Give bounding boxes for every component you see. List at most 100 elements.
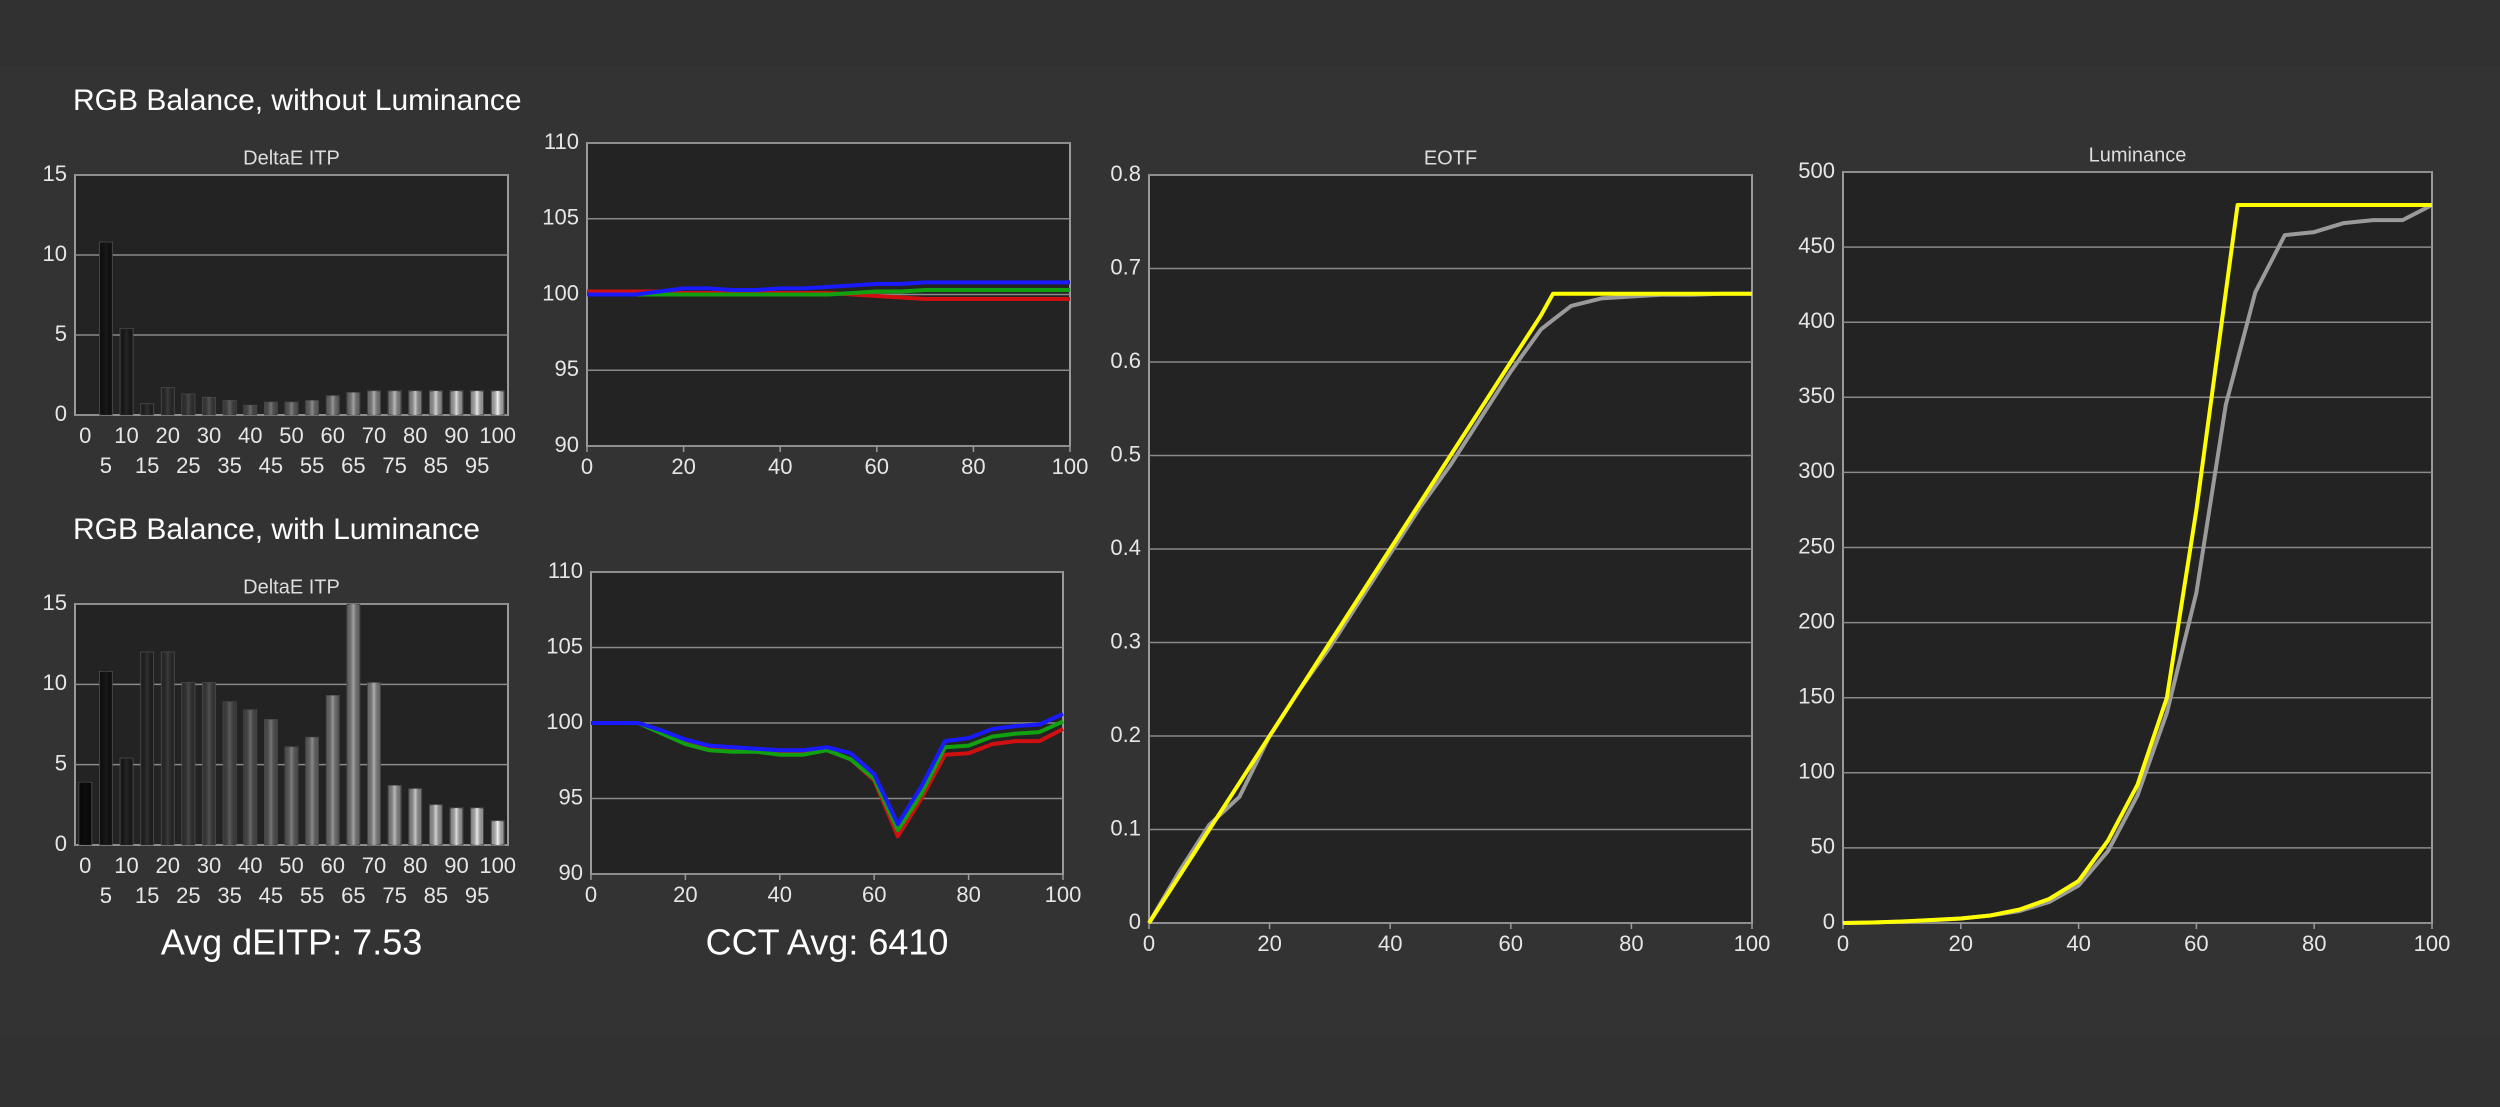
- bar-shade: [450, 391, 463, 415]
- x-tick-label: 0: [581, 454, 593, 479]
- series-line: [587, 288, 1070, 297]
- section-heading: RGB Balance, with Luminance: [73, 513, 480, 546]
- y-tick-label: 15: [43, 161, 67, 186]
- chart-title: DeltaE ITP: [243, 147, 340, 169]
- x-tick-label: 100: [479, 423, 516, 448]
- x-tick-label: 95: [465, 883, 489, 908]
- y-tick-label: 0.1: [1110, 815, 1141, 840]
- bar-shade: [161, 387, 175, 415]
- x-tick-label: 90: [444, 423, 468, 448]
- x-tick-label: 55: [300, 453, 324, 478]
- y-tick-label: 110: [548, 558, 583, 583]
- x-tick-label: 40: [2066, 931, 2090, 956]
- x-tick-label: 5: [100, 453, 112, 478]
- y-tick-label: 450: [1798, 233, 1835, 258]
- x-tick-label: 80: [956, 882, 980, 907]
- bar-shade: [326, 695, 340, 845]
- x-tick-label: 20: [1949, 931, 1973, 956]
- x-tick-label: 60: [865, 454, 889, 479]
- x-tick-label: 100: [1052, 454, 1089, 479]
- x-tick-label: 15: [135, 883, 159, 908]
- chart-title: DeltaE ITP: [243, 576, 340, 598]
- bar-shade: [223, 400, 237, 415]
- x-tick-label: 90: [444, 853, 468, 878]
- y-tick-label: 0.2: [1110, 722, 1141, 747]
- x-tick-label: 45: [259, 883, 283, 908]
- bar-shade: [346, 392, 360, 415]
- x-tick-label: 0: [79, 853, 91, 878]
- x-tick-label: 35: [217, 883, 241, 908]
- x-tick-label: 0: [79, 423, 91, 448]
- y-tick-label: 150: [1798, 684, 1835, 709]
- bar-shade: [346, 604, 360, 845]
- bar-shade: [470, 391, 484, 415]
- x-tick-label: 35: [217, 453, 241, 478]
- y-tick-label: 300: [1798, 458, 1835, 483]
- x-tick-label: 40: [238, 853, 262, 878]
- x-tick-label: 65: [341, 453, 365, 478]
- bar-shade: [264, 719, 278, 845]
- x-tick-label: 30: [197, 423, 221, 448]
- annotation: CCT Avg: 6410: [706, 922, 949, 963]
- bar-shade: [408, 788, 422, 845]
- y-tick-label: 90: [555, 432, 579, 457]
- bar-shade: [140, 652, 154, 845]
- x-tick-label: 80: [1619, 931, 1643, 956]
- bar-shade: [388, 391, 401, 415]
- bar-shade: [491, 391, 505, 415]
- x-tick-label: 40: [768, 454, 792, 479]
- bar-shade: [429, 804, 443, 845]
- bar-shade: [120, 328, 133, 415]
- y-tick-label: 10: [43, 670, 67, 695]
- y-tick-label: 100: [546, 709, 583, 734]
- x-tick-label: 25: [176, 453, 200, 478]
- chart-title: EOTF: [1424, 147, 1477, 169]
- chart-title: Luminance: [2089, 144, 2187, 166]
- x-tick-label: 20: [671, 454, 695, 479]
- x-tick-label: 65: [341, 883, 365, 908]
- series-line: [1147, 291, 1752, 925]
- bar-shade: [182, 394, 195, 415]
- x-tick-label: 45: [259, 453, 283, 478]
- bar-shade: [367, 682, 381, 845]
- bar-shade: [78, 782, 92, 845]
- y-tick-label: 10: [43, 241, 67, 266]
- bar-shade: [202, 682, 216, 845]
- x-tick-label: 70: [362, 423, 386, 448]
- x-tick-label: 0: [585, 882, 597, 907]
- x-tick-label: 55: [300, 883, 324, 908]
- bar-shade: [470, 808, 484, 845]
- bar-shade: [99, 671, 113, 845]
- y-tick-label: 250: [1798, 533, 1835, 558]
- bar-shade: [202, 397, 216, 415]
- y-tick-label: 5: [55, 321, 67, 346]
- y-tick-label: 0: [55, 831, 67, 856]
- bar-shade: [243, 710, 257, 845]
- x-tick-label: 100: [479, 853, 516, 878]
- x-tick-label: 100: [1734, 931, 1771, 956]
- y-tick-label: 400: [1798, 308, 1835, 333]
- x-tick-label: 75: [382, 883, 406, 908]
- x-tick-label: 0: [1143, 931, 1155, 956]
- series-line: [587, 280, 1070, 297]
- bar-shade: [305, 400, 319, 415]
- bar-shade: [161, 652, 175, 845]
- bar-shade: [140, 403, 154, 415]
- y-tick-label: 0.3: [1110, 628, 1141, 653]
- y-tick-label: 0.8: [1110, 161, 1141, 186]
- y-tick-label: 110: [544, 129, 579, 154]
- y-tick-label: 0.4: [1110, 535, 1141, 560]
- y-tick-label: 0: [55, 401, 67, 426]
- x-tick-label: 10: [114, 423, 138, 448]
- x-tick-label: 20: [1257, 931, 1281, 956]
- x-tick-label: 15: [135, 453, 159, 478]
- x-tick-label: 85: [424, 453, 448, 478]
- x-tick-label: 95: [465, 453, 489, 478]
- annotation: Avg dEITP: 7.53: [161, 922, 423, 963]
- series-line: [591, 719, 1064, 833]
- x-tick-label: 60: [320, 853, 344, 878]
- y-tick-label: 95: [555, 356, 579, 381]
- x-tick-label: 100: [1045, 882, 1082, 907]
- x-tick-label: 60: [2184, 931, 2208, 956]
